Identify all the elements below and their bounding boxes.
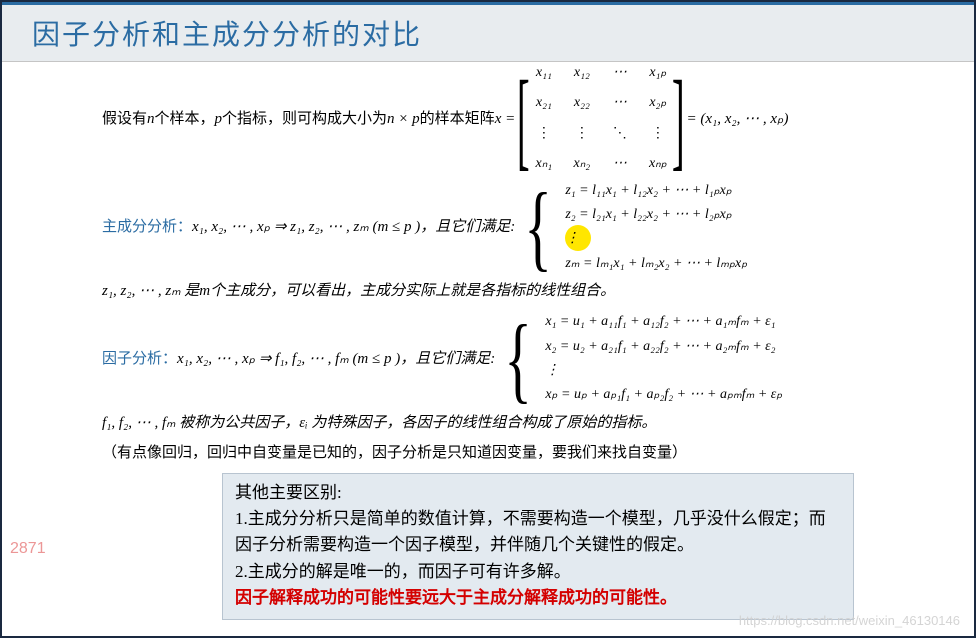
cell: ⋯: [608, 62, 632, 84]
box-line-0: 其他主要区别:: [235, 480, 841, 506]
pca-eq-m: zₘ = lₘ₁x₁ + lₘ₂x₂ + ⋯ + lₘₚxₚ: [565, 253, 747, 275]
watermark-right: https://blog.csdn.net/weixin_46130146: [739, 613, 960, 628]
fa-system: { x₁ = u₁ + a₁₁f₁ + a₁₂f₂ + ⋯ + a₁ₘfₘ + …: [495, 311, 782, 407]
cell: x₂ₚ: [646, 92, 670, 114]
fa-expr: x₁, x₂, ⋯ , xₚ ⇒ f₁, f₂, ⋯ , fₘ (m ≤ p )…: [177, 347, 495, 371]
cell: ⋮: [646, 123, 670, 145]
text: 个样本，: [155, 107, 215, 131]
cell: ⋯: [608, 153, 632, 175]
pca-eq-dots: ⋮: [565, 228, 747, 250]
cell: ⋱: [608, 123, 632, 145]
var-n: n: [147, 107, 155, 131]
pca-label: 主成分分析：: [102, 215, 192, 239]
cell: xₙ₂: [570, 153, 594, 175]
cell: xₙ₁: [532, 153, 556, 175]
box-line-2: 2.主成分的解是唯一的，而因子可有许多解。: [235, 559, 841, 585]
header-bar: 因子分析和主成分分析的对比: [2, 2, 974, 62]
pca-note-text: z₁, z₂, ⋯ , zₘ 是m个主成分，可以看出，主成分实际上就是各指标的线…: [102, 283, 615, 299]
matrix: [ x₁₁ x₁₂ ⋯ x₁ₚ x₂₁ x₂₂ ⋯ x₂ₚ ⋮ ⋮ ⋱ ⋮ xₙ…: [515, 62, 686, 176]
fa-eq-p: xₚ = uₚ + aₚ₁f₁ + aₚ₂f₂ + ⋯ + aₚₘfₘ + εₚ: [545, 384, 782, 406]
fa-label: 因子分析：: [102, 347, 177, 371]
matrix-rhs: = (x₁, x₂, ⋯ , xₚ): [687, 107, 789, 131]
cell: xₙₚ: [646, 153, 670, 175]
text: 假设有: [102, 107, 147, 131]
var-x-eq: x =: [495, 107, 516, 131]
matrix-grid: x₁₁ x₁₂ ⋯ x₁ₚ x₂₁ x₂₂ ⋯ x₂ₚ ⋮ ⋮ ⋱ ⋮ xₙ₁ …: [532, 62, 670, 176]
size-np: n × p: [387, 107, 420, 131]
fa-eq-2: x₂ = u₂ + a₂₁f₁ + a₂₂f₂ + ⋯ + a₂ₘfₘ + ε₂: [545, 336, 782, 358]
watermark-left: 2871: [10, 540, 46, 558]
pca-expr: x₁, x₂, ⋯ , xₚ ⇒ z₁, z₂, ⋯ , zₘ (m ≤ p )…: [192, 215, 515, 239]
cell: x₁₁: [532, 62, 556, 84]
cell: x₂₁: [532, 92, 556, 114]
fa-eq-dots: ⋮: [545, 360, 782, 382]
cell: ⋮: [532, 123, 556, 145]
content-area: 假设有 n 个样本， p 个指标，则可构成大小为 n × p 的样本矩阵 x =…: [2, 62, 974, 630]
paren-note: （有点像回归，回归中自变量是已知的，因子分析是只知道因变量，要我们来找自变量）: [102, 441, 904, 465]
var-p: p: [215, 107, 223, 131]
info-box: 其他主要区别: 1.主成分分析只是简单的数值计算，不需要构造一个模型，几乎没什么…: [222, 473, 854, 621]
pca-eq-1: z₁ = l₁₁x₁ + l₁₂x₂ + ⋯ + l₁ₚxₚ: [565, 180, 747, 202]
pca-system: { z₁ = l₁₁x₁ + l₁₂x₂ + ⋯ + l₁ₚxₚ z₂ = l₂…: [515, 180, 747, 276]
fa-eq-col: x₁ = u₁ + a₁₁f₁ + a₁₂f₂ + ⋯ + a₁ₘfₘ + ε₁…: [545, 311, 782, 407]
pca-line: 主成分分析： x₁, x₂, ⋯ , xₚ ⇒ z₁, z₂, ⋯ , zₘ (…: [102, 180, 904, 276]
pca-note: z₁, z₂, ⋯ , zₘ 是m个主成分，可以看出，主成分实际上就是各指标的线…: [102, 279, 904, 303]
bracket-left: [: [517, 64, 530, 174]
pca-eq-2: z₂ = l₂₁x₁ + l₂₂x₂ + ⋯ + l₂ₚxₚ: [565, 204, 747, 226]
fa-note: f₁, f₂, ⋯ , fₘ 被称为公共因子，εᵢ 为特殊因子，各因子的线性组合…: [102, 411, 904, 435]
cell: x₁₂: [570, 62, 594, 84]
cell: x₂₂: [570, 92, 594, 114]
bracket-right: ]: [672, 64, 685, 174]
fa-line: 因子分析： x₁, x₂, ⋯ , xₚ ⇒ f₁, f₂, ⋯ , fₘ (m…: [102, 311, 904, 407]
box-line-1: 1.主成分分析只是简单的数值计算，不需要构造一个模型，几乎没什么假定；而因子分析…: [235, 506, 841, 559]
page-title: 因子分析和主成分分析的对比: [32, 19, 422, 50]
brace-icon: {: [504, 314, 532, 404]
cell: x₁ₚ: [646, 62, 670, 84]
box-line-red: 因子解释成功的可能性要远大于主成分解释成功的可能性。: [235, 585, 841, 611]
slide-frame: 因子分析和主成分分析的对比 假设有 n 个样本， p 个指标，则可构成大小为 n…: [0, 0, 976, 638]
cell: ⋮: [570, 123, 594, 145]
fa-note-text: f₁, f₂, ⋯ , fₘ 被称为公共因子，εᵢ 为特殊因子，各因子的线性组合…: [102, 415, 656, 431]
brace-icon: {: [524, 182, 552, 272]
pca-eq-col: z₁ = l₁₁x₁ + l₁₂x₂ + ⋯ + l₁ₚxₚ z₂ = l₂₁x…: [565, 180, 747, 276]
text: 个指标，则可构成大小为: [222, 107, 387, 131]
cell: ⋯: [608, 92, 632, 114]
sample-matrix-row: 假设有 n 个样本， p 个指标，则可构成大小为 n × p 的样本矩阵 x =…: [102, 62, 904, 176]
text: 的样本矩阵: [420, 107, 495, 131]
fa-eq-1: x₁ = u₁ + a₁₁f₁ + a₁₂f₂ + ⋯ + a₁ₘfₘ + ε₁: [545, 311, 782, 333]
